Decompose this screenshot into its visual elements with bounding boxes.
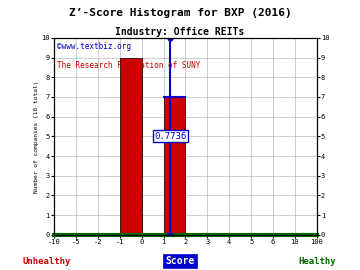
Text: Z’-Score Histogram for BXP (2016): Z’-Score Histogram for BXP (2016) — [69, 8, 291, 18]
Text: 0.7736: 0.7736 — [154, 132, 186, 141]
Text: The Research Foundation of SUNY: The Research Foundation of SUNY — [57, 62, 200, 70]
Bar — [120, 58, 141, 235]
Bar — [163, 97, 185, 235]
Y-axis label: Number of companies (16 total): Number of companies (16 total) — [33, 80, 39, 193]
Text: Healthy: Healthy — [298, 257, 336, 266]
Text: Industry: Office REITs: Industry: Office REITs — [115, 27, 245, 37]
Text: Unhealthy: Unhealthy — [23, 257, 71, 266]
Text: Score: Score — [165, 256, 195, 266]
Text: ©www.textbiz.org: ©www.textbiz.org — [57, 42, 131, 51]
